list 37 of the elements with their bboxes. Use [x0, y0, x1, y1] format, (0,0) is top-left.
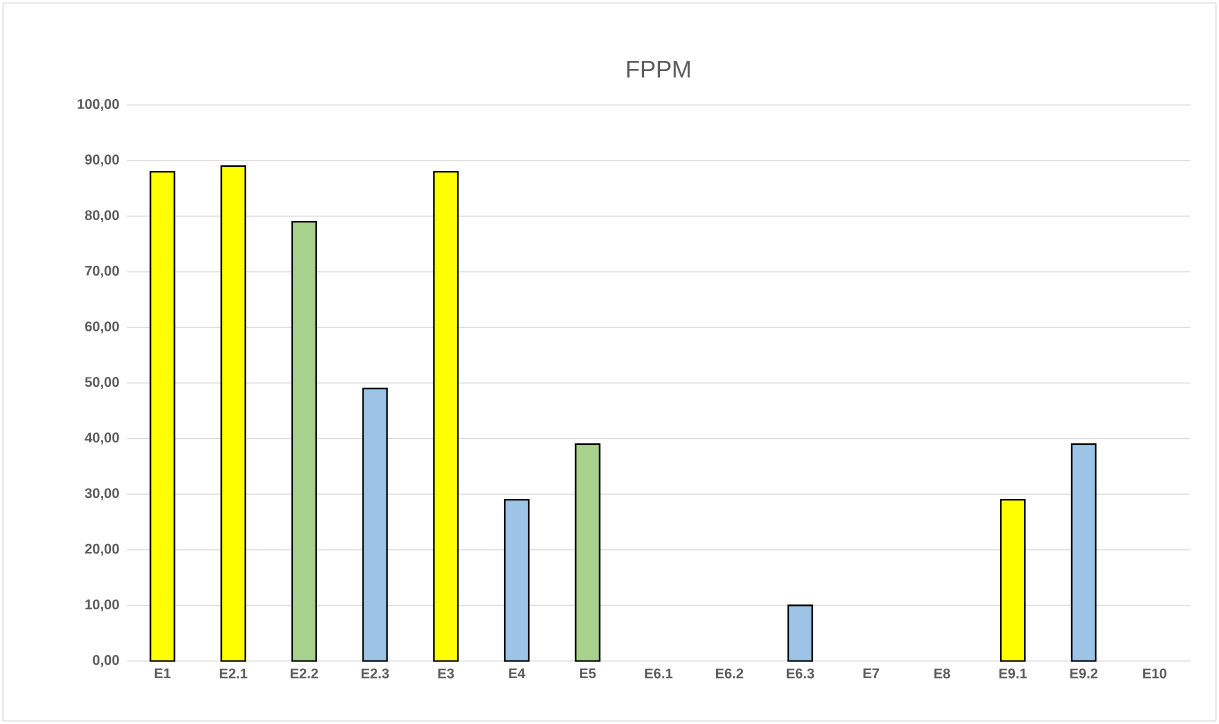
x-tick-label: E2.3 [361, 668, 389, 679]
bar [149, 170, 176, 662]
bar [291, 220, 317, 662]
y-tick-label: 100,00 [77, 99, 119, 111]
y-tick-label: 20,00 [85, 543, 119, 556]
x-tick-label: E3 [438, 668, 454, 679]
y-tick-label: 0,00 [92, 655, 119, 667]
y-tick-label: 70,00 [85, 265, 119, 278]
x-tick-label: E10 [1143, 668, 1167, 679]
x-tick-label: E9.1 [999, 668, 1027, 679]
y-tick-label: 30,00 [84, 488, 119, 501]
y-tick-label: 50,00 [85, 377, 119, 389]
y-tick-label: 40,00 [84, 432, 119, 445]
bar [1000, 498, 1026, 662]
y-tick-label: 80,00 [85, 210, 119, 223]
x-tick-label: E4 [509, 668, 526, 679]
x-tick-label: E9.2 [1070, 668, 1098, 679]
bar [433, 170, 459, 662]
x-tick-label: E7 [863, 668, 880, 679]
bar [1070, 443, 1097, 662]
bar [362, 387, 388, 662]
bar [220, 165, 247, 662]
x-tick-label: E6.2 [715, 668, 744, 679]
bar [787, 604, 814, 662]
x-tick-label: E2.2 [290, 668, 318, 679]
y-tick-label: 60,00 [85, 321, 119, 334]
bar [503, 498, 530, 662]
x-tick-label: E6.1 [645, 668, 673, 679]
y-tick-label: 10,00 [85, 599, 119, 612]
x-tick-label: E2.1 [219, 668, 248, 679]
x-tick-label: E1 [154, 668, 171, 679]
x-tick-label: E6.3 [786, 668, 815, 679]
x-tick-label: E5 [580, 668, 596, 679]
bar [574, 443, 601, 662]
x-tick-label: E8 [934, 668, 951, 679]
y-tick-label: 90,00 [85, 154, 119, 167]
chart-title: FPPM [627, 61, 690, 78]
